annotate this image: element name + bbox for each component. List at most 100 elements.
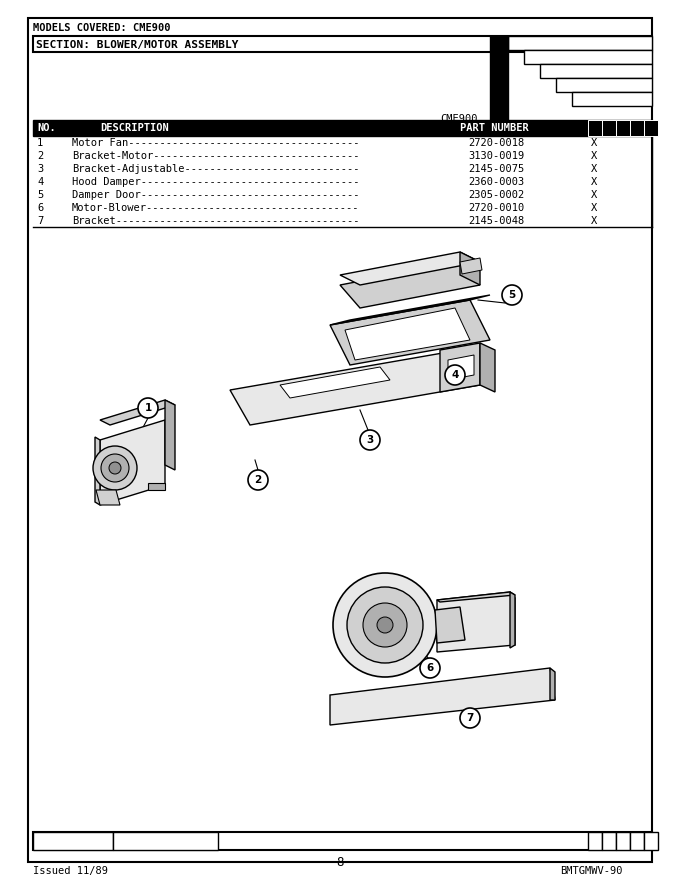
Circle shape	[333, 573, 437, 677]
Polygon shape	[460, 258, 482, 274]
Polygon shape	[100, 420, 165, 505]
Text: 2: 2	[37, 151, 44, 161]
Bar	[572, 92, 652, 106]
Text: 4: 4	[452, 370, 459, 380]
Bar	[556, 78, 652, 92]
Circle shape	[93, 446, 137, 490]
Text: 7: 7	[466, 713, 474, 723]
Text: 3130-0019: 3130-0019	[468, 151, 524, 161]
Text: PART NUMBER: PART NUMBER	[460, 123, 529, 133]
Bar	[524, 50, 652, 64]
Bar	[540, 64, 652, 78]
Text: CME900: CME900	[440, 114, 477, 124]
Text: X: X	[591, 151, 597, 161]
Text: X: X	[591, 190, 597, 200]
Bar	[33, 120, 652, 136]
Circle shape	[420, 658, 440, 678]
Polygon shape	[96, 490, 120, 505]
Text: 05: 05	[510, 38, 521, 47]
Text: 1: 1	[144, 403, 152, 413]
Bar	[33, 832, 652, 850]
Text: 4: 4	[37, 177, 44, 187]
Text: 7: 7	[37, 216, 44, 226]
Text: 5: 5	[37, 190, 44, 200]
Text: 5: 5	[647, 836, 653, 846]
Polygon shape	[435, 607, 465, 643]
Bar	[588, 832, 602, 850]
Polygon shape	[100, 400, 175, 425]
Polygon shape	[330, 300, 490, 365]
Bar	[616, 832, 630, 850]
Polygon shape	[340, 262, 480, 308]
Text: 2: 2	[605, 836, 611, 846]
Circle shape	[138, 398, 158, 418]
Text: 1: 1	[37, 138, 44, 148]
Text: 6: 6	[37, 203, 44, 213]
Text: 2720-0018: 2720-0018	[468, 138, 524, 148]
Bar	[644, 120, 658, 136]
Bar	[508, 36, 652, 50]
Circle shape	[360, 430, 380, 450]
Text: 5: 5	[509, 290, 515, 300]
Bar	[630, 120, 644, 136]
Text: 2145-0048: 2145-0048	[468, 216, 524, 226]
Text: 2: 2	[254, 475, 262, 485]
Text: X: X	[591, 203, 597, 213]
Polygon shape	[280, 367, 390, 398]
Circle shape	[502, 285, 522, 305]
Text: 2360-0003: 2360-0003	[468, 177, 524, 187]
Polygon shape	[460, 252, 480, 285]
Text: 2305-0002: 2305-0002	[468, 190, 524, 200]
Text: MODELS COVERED: CME900: MODELS COVERED: CME900	[33, 23, 171, 33]
Bar	[33, 832, 113, 850]
Text: Motor Fan-------------------------------------: Motor Fan-------------------------------…	[72, 138, 360, 148]
Bar	[644, 832, 658, 850]
Text: 3: 3	[37, 164, 44, 174]
Polygon shape	[440, 343, 480, 392]
Circle shape	[377, 617, 393, 633]
Bar	[630, 832, 644, 850]
Text: BMTGMWV-90: BMTGMWV-90	[560, 866, 622, 876]
Polygon shape	[448, 355, 474, 380]
Text: 3: 3	[619, 123, 625, 133]
Circle shape	[101, 454, 129, 482]
Text: SECTION: BLOWER/MOTOR ASSEMBLY: SECTION: BLOWER/MOTOR ASSEMBLY	[36, 40, 239, 50]
Text: X: X	[591, 216, 597, 226]
Text: Issued 11/89: Issued 11/89	[33, 866, 108, 876]
Text: N/S-NOT SHOWN: N/S-NOT SHOWN	[116, 835, 192, 845]
Text: 1: 1	[591, 123, 597, 133]
Polygon shape	[330, 668, 555, 725]
Circle shape	[109, 462, 121, 474]
Text: 02: 02	[558, 80, 568, 89]
Polygon shape	[230, 350, 480, 425]
Bar	[602, 832, 616, 850]
Bar	[113, 832, 218, 850]
Text: 1: 1	[591, 836, 597, 846]
Text: Bracket-Adjustable----------------------------: Bracket-Adjustable----------------------…	[72, 164, 360, 174]
Text: 2145-0075: 2145-0075	[468, 164, 524, 174]
Text: Hood Damper-----------------------------------: Hood Damper-----------------------------…	[72, 177, 360, 187]
Text: DESCRIPTION: DESCRIPTION	[100, 123, 169, 133]
Text: 5: 5	[647, 123, 653, 133]
Polygon shape	[165, 400, 175, 470]
Circle shape	[445, 365, 465, 385]
Polygon shape	[437, 592, 515, 652]
Text: Damper Door-----------------------------------: Damper Door-----------------------------…	[72, 190, 360, 200]
Polygon shape	[148, 483, 165, 490]
Text: 3: 3	[367, 435, 373, 445]
Text: X: X	[591, 138, 597, 148]
Polygon shape	[330, 295, 490, 325]
Bar	[602, 120, 616, 136]
Polygon shape	[95, 437, 100, 505]
Text: X: X	[591, 177, 597, 187]
Polygon shape	[550, 668, 555, 700]
Text: Bracket-Motor---------------------------------: Bracket-Motor---------------------------…	[72, 151, 360, 161]
Text: NO.: NO.	[37, 123, 56, 133]
Circle shape	[248, 470, 268, 490]
Circle shape	[460, 708, 480, 728]
Bar	[616, 120, 630, 136]
Text: 6: 6	[426, 663, 434, 673]
Bar	[588, 120, 602, 136]
Text: X: X	[591, 164, 597, 174]
Text: 2720-0010: 2720-0010	[468, 203, 524, 213]
